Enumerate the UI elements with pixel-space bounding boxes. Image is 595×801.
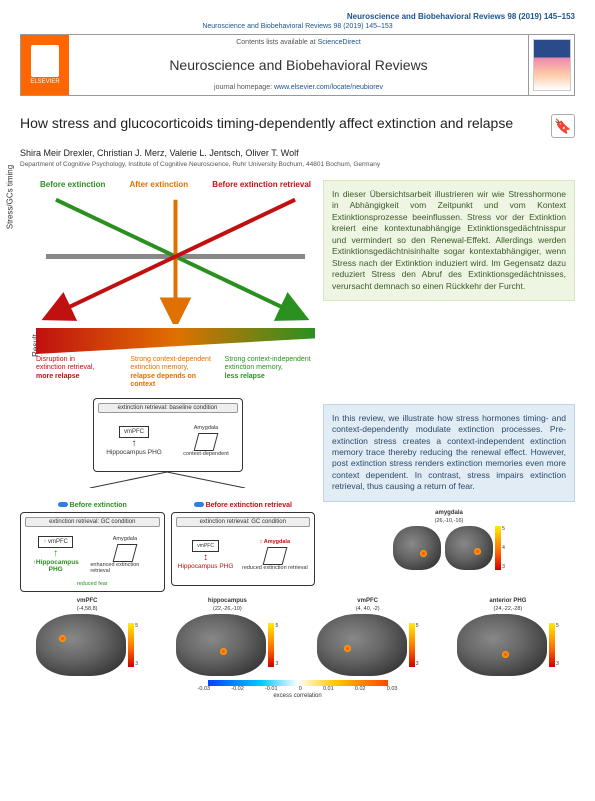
sciencedirect-link[interactable]: ScienceDirect [318,39,361,46]
journal-header: ELSEVIER Contents lists available at Sci… [20,34,575,96]
excess-correlation-bar: -0.03 -0.02 -0.01 0 0.01 0.02 0.03 exces… [20,680,575,699]
citation-line: Neuroscience and Biobehavioral Reviews 9… [20,23,575,30]
result-gradient: Result [36,328,315,354]
gc-before-extinction: extinction retrieval: GC condition ↑ vmP… [20,512,165,592]
check-updates-badge[interactable]: 🔖 [551,114,575,138]
timing-top-labels: Before extinction After extinction Befor… [20,180,315,189]
brain-amygdala-panel: amygdala (26,-10,-16) 543 [323,510,575,570]
journal-cover-thumb [528,35,574,95]
result-labels: Disruption inextinction retrieval,more r… [20,356,315,390]
abstract-german: In dieser Übersichtsarbeit illustrieren … [323,180,575,301]
journal-reference: Neuroscience and Biobehavioral Reviews 9… [20,12,575,21]
timing-arrows-chart: Stress/GCs timing [20,189,315,324]
homepage-link[interactable]: www.elsevier.com/locate/neubiorev [274,84,383,91]
affiliation: Department of Cognitive Psychology, Inst… [20,161,575,168]
baseline-circuit: extinction retrieval: baseline condition… [93,398,243,472]
homepage-line: journal homepage: www.elsevier.com/locat… [77,84,520,91]
journal-title: Neuroscience and Biobehavioral Reviews [77,57,520,73]
authors: Shira Meir Drexler, Christian J. Merz, V… [20,148,575,158]
abstract-english: In this review, we illustrate how stress… [323,404,575,502]
brain-scans-row: vmPFC (-4,58,8) 53 hippocampus (22,-26,-… [20,598,575,676]
elsevier-logo: ELSEVIER [21,35,69,95]
article-title: How stress and glucocorticoids timing-de… [20,114,543,132]
contents-available: Contents lists available at ScienceDirec… [77,39,520,46]
gc-before-retrieval: extinction retrieval: GC condition vmPFC… [171,512,316,586]
connector-lines [20,472,315,488]
